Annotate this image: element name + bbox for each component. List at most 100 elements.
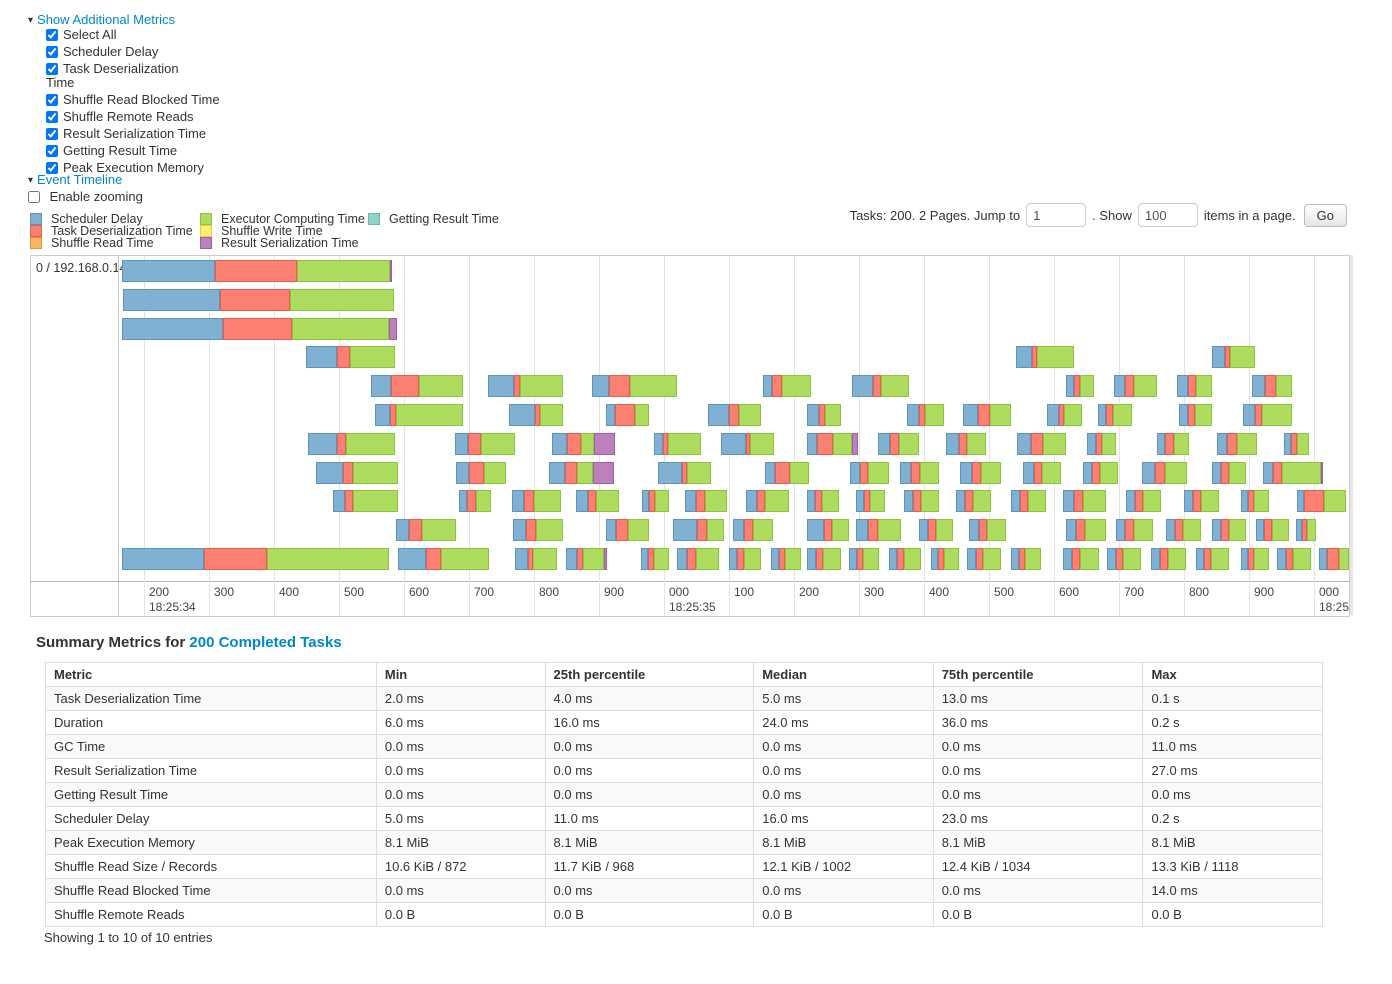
task-bar[interactable] [398, 548, 489, 570]
metric-checkbox[interactable] [46, 111, 58, 123]
event-timeline-toggle[interactable]: ▾ Event Timeline [28, 172, 122, 187]
task-bar[interactable] [1166, 519, 1201, 541]
metric-checkbox-item[interactable]: Peak Execution Memory [46, 161, 246, 175]
task-bar[interactable] [552, 433, 615, 455]
task-bar[interactable] [456, 462, 506, 484]
task-bar[interactable] [771, 548, 801, 570]
enable-zooming-checkbox[interactable] [28, 191, 40, 203]
task-bar[interactable] [1151, 548, 1186, 570]
task-bar[interactable] [1142, 462, 1187, 484]
task-bar[interactable] [721, 433, 774, 455]
event-timeline-link[interactable]: Event Timeline [37, 172, 123, 187]
task-bar[interactable] [642, 490, 669, 512]
table-header-cell[interactable]: Metric [45, 662, 377, 687]
task-bar[interactable] [1297, 490, 1346, 512]
task-bar[interactable] [907, 404, 944, 426]
task-bar[interactable] [515, 548, 557, 570]
metric-checkbox-item[interactable]: Task Deserialization Time [46, 62, 191, 90]
task-bar[interactable] [673, 519, 724, 541]
task-bar[interactable] [122, 260, 392, 282]
task-bar[interactable] [1212, 346, 1255, 368]
task-bar[interactable] [654, 433, 701, 455]
task-bar[interactable] [746, 490, 789, 512]
task-bar[interactable] [606, 519, 649, 541]
task-bar[interactable] [807, 548, 841, 570]
task-bar[interactable] [333, 490, 398, 512]
task-bar[interactable] [1241, 490, 1269, 512]
task-bar[interactable] [852, 375, 909, 397]
task-bar[interactable] [576, 490, 619, 512]
task-bar[interactable] [733, 519, 773, 541]
task-bar[interactable] [919, 519, 953, 541]
task-bar[interactable] [1126, 490, 1161, 512]
task-bar[interactable] [308, 433, 395, 455]
metric-checkbox[interactable] [46, 94, 58, 106]
task-bar[interactable] [889, 548, 921, 570]
task-bar[interactable] [807, 433, 858, 455]
task-bar[interactable] [677, 548, 719, 570]
task-bar[interactable] [765, 462, 809, 484]
task-bar[interactable] [878, 433, 919, 455]
task-bar[interactable] [488, 375, 563, 397]
task-bar[interactable] [963, 404, 1011, 426]
task-bar[interactable] [807, 404, 841, 426]
show-additional-metrics-toggle[interactable]: ▾ Show Additional Metrics [28, 12, 175, 27]
task-bar[interactable] [1212, 462, 1246, 484]
task-bar[interactable] [592, 375, 677, 397]
task-bar[interactable] [509, 404, 563, 426]
task-bar[interactable] [685, 490, 727, 512]
task-bar[interactable] [1011, 548, 1041, 570]
metric-checkbox[interactable] [46, 162, 58, 174]
task-bar[interactable] [1114, 375, 1157, 397]
task-bar[interactable] [1284, 433, 1309, 455]
items-per-page-input[interactable] [1137, 203, 1198, 227]
task-bar[interactable] [1107, 548, 1141, 570]
table-header-cell[interactable]: 25th percentile [544, 662, 755, 687]
task-bar[interactable] [1177, 375, 1212, 397]
task-bar[interactable] [123, 289, 394, 311]
task-bar[interactable] [316, 462, 398, 484]
task-bar[interactable] [1179, 404, 1212, 426]
task-bar[interactable] [1047, 404, 1082, 426]
metric-checkbox-item[interactable]: Getting Result Time [46, 144, 246, 158]
task-bar[interactable] [1066, 375, 1094, 397]
completed-tasks-link[interactable]: 200 Completed Tasks [189, 634, 342, 651]
task-bar[interactable] [1319, 548, 1349, 570]
task-bar[interactable] [1063, 548, 1099, 570]
task-bar[interactable] [1087, 433, 1116, 455]
task-bar[interactable] [850, 462, 889, 484]
task-bar[interactable] [1116, 519, 1153, 541]
task-bar[interactable] [856, 519, 901, 541]
task-bar[interactable] [306, 346, 395, 368]
metric-checkbox-item[interactable]: Shuffle Read Blocked Time [46, 93, 246, 107]
task-bar[interactable] [1243, 404, 1292, 426]
task-bar[interactable] [606, 404, 649, 426]
enable-zooming-option[interactable]: Enable zooming [28, 189, 143, 204]
task-bar[interactable] [1066, 519, 1106, 541]
task-bar[interactable] [1256, 519, 1289, 541]
metric-checkbox-item[interactable]: Select All [46, 28, 246, 42]
task-bar[interactable] [1011, 490, 1046, 512]
task-bar[interactable] [1157, 433, 1189, 455]
task-bar[interactable] [566, 548, 607, 570]
metric-checkbox[interactable] [46, 145, 58, 157]
metric-checkbox[interactable] [46, 63, 58, 75]
table-header-cell[interactable]: Median [753, 662, 934, 687]
task-bar[interactable] [1083, 462, 1118, 484]
task-bar[interactable] [122, 548, 389, 570]
timeline-scrollbar[interactable] [1350, 255, 1353, 615]
task-bar[interactable] [1196, 548, 1229, 570]
task-bar[interactable] [1017, 433, 1066, 455]
task-bar[interactable] [1217, 433, 1257, 455]
jump-to-page-input[interactable] [1026, 203, 1087, 227]
go-button[interactable]: Go [1303, 203, 1347, 227]
task-bar[interactable] [512, 490, 561, 512]
task-bar[interactable] [455, 433, 515, 455]
task-bar[interactable] [1184, 490, 1219, 512]
task-bar[interactable] [122, 318, 397, 340]
task-bar[interactable] [900, 462, 939, 484]
task-bar[interactable] [459, 490, 491, 512]
task-bar[interactable] [396, 519, 456, 541]
metric-checkbox-item[interactable]: Result Serialization Time [46, 127, 246, 141]
task-bar[interactable] [1252, 375, 1292, 397]
